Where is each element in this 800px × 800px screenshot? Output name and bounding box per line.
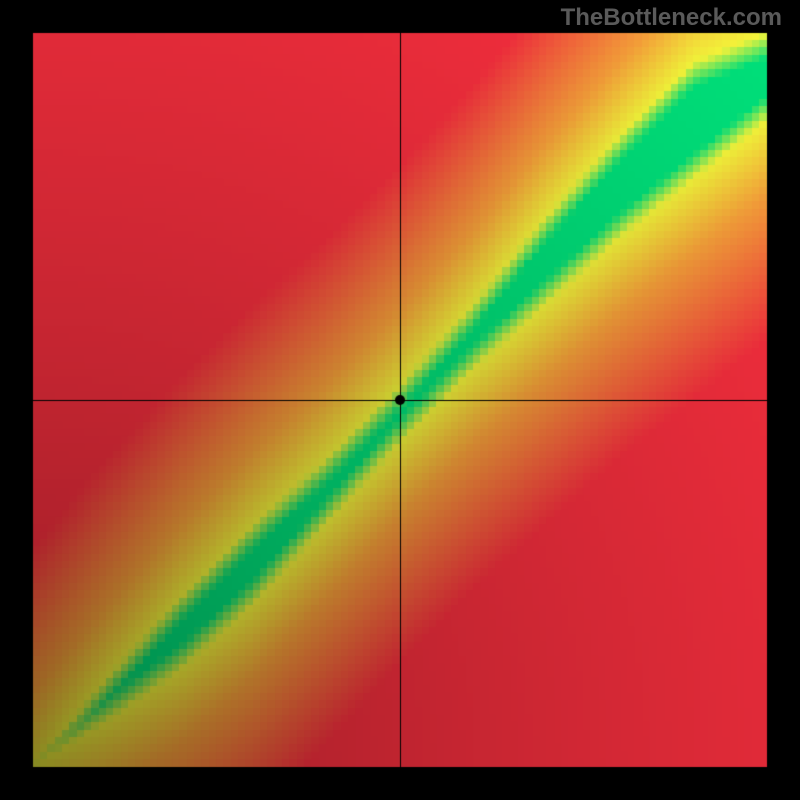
chart-container: { "canvas": { "width": 800, "height": 80… (0, 0, 800, 800)
watermark-text: TheBottleneck.com (561, 4, 782, 32)
bottleneck-heatmap (0, 0, 800, 800)
